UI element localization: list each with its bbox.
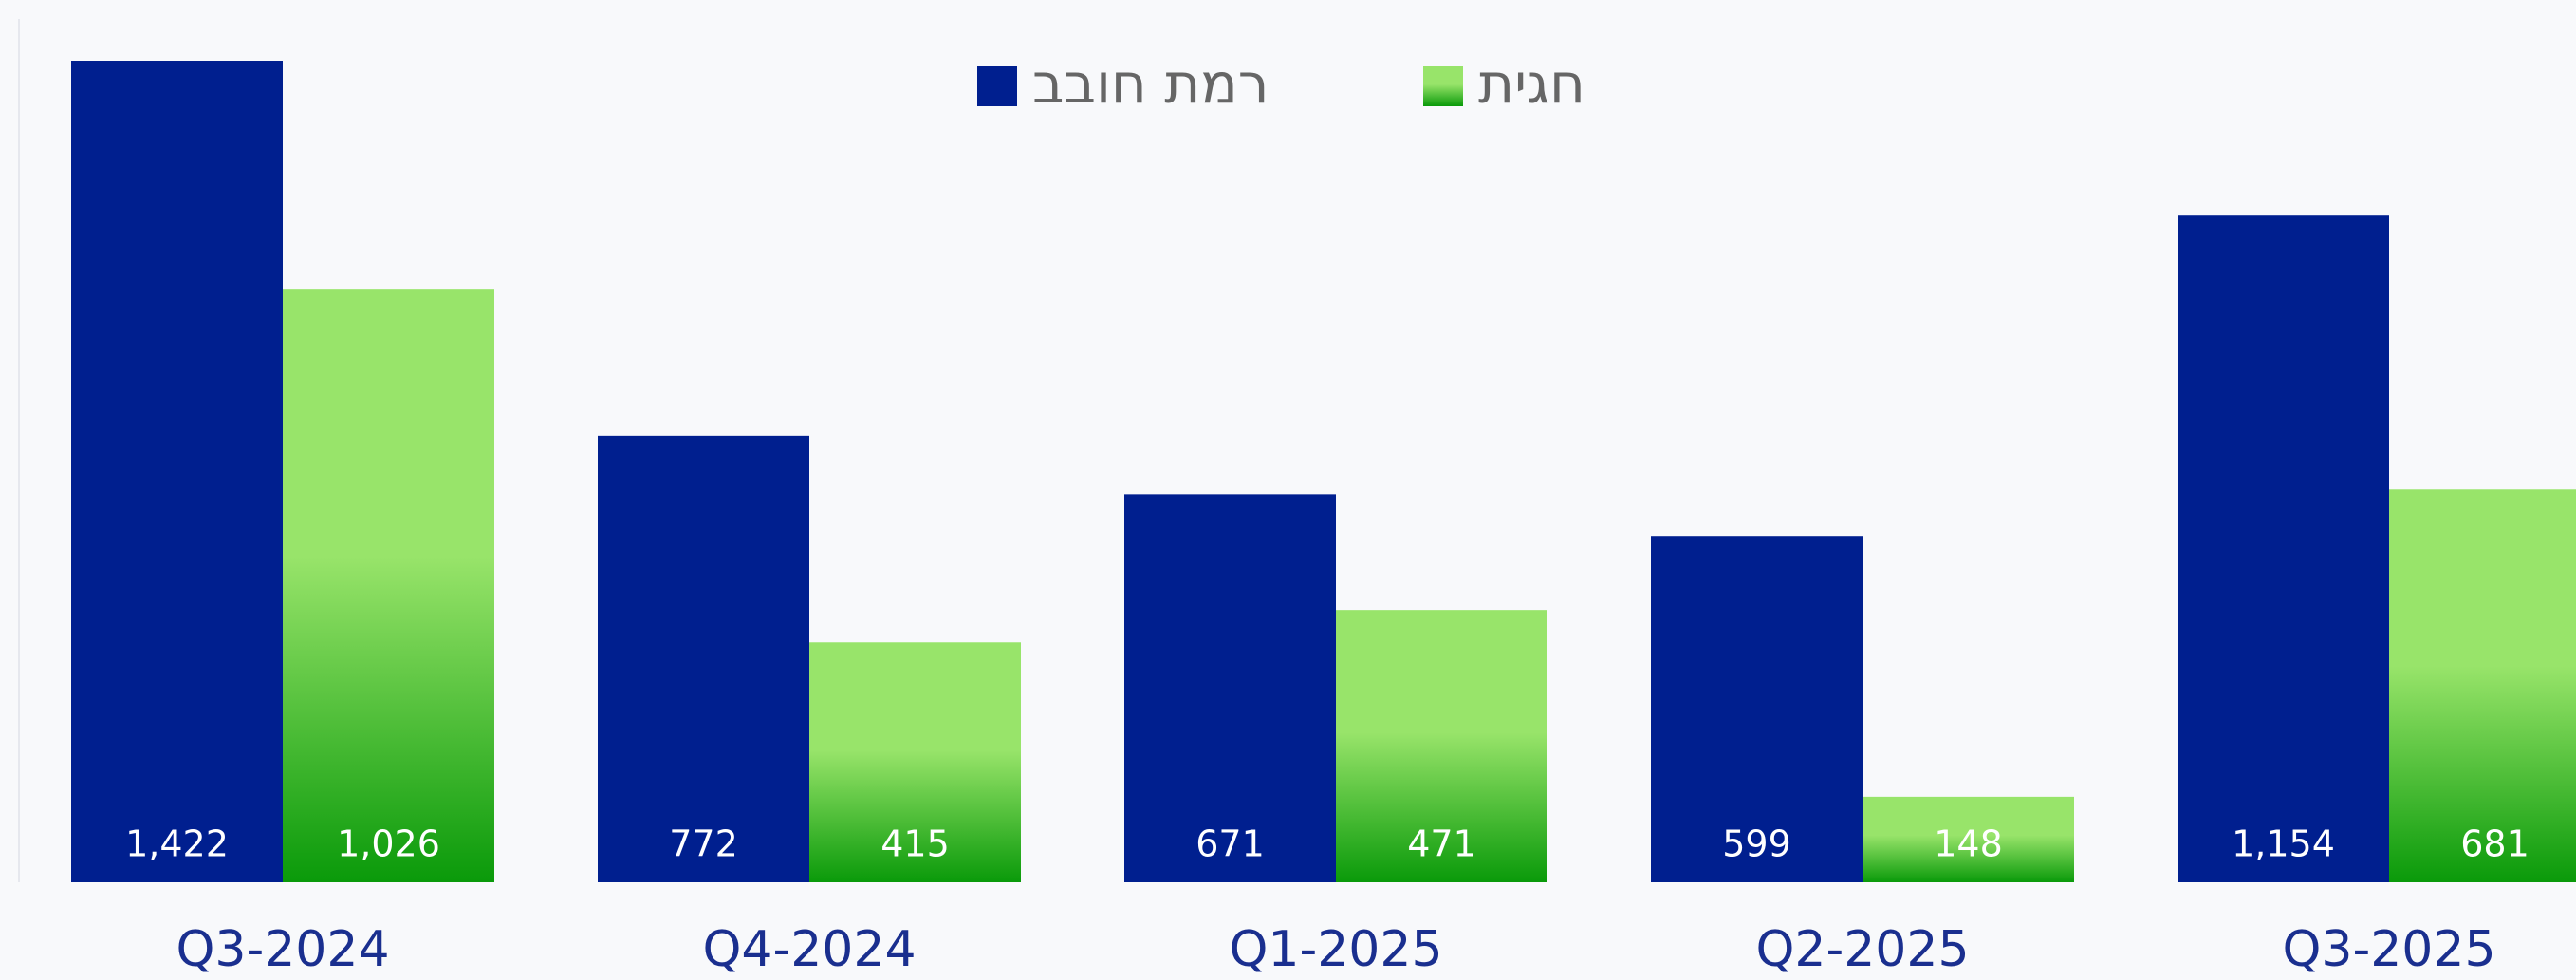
bar: [598, 435, 809, 882]
bar: [71, 61, 283, 882]
value-label: 1,422: [125, 823, 229, 865]
value-label: 599: [1722, 823, 1791, 865]
x-tick-label: Q1-2025: [1229, 921, 1442, 978]
value-label: 1,154: [2232, 823, 2335, 865]
bar: [283, 289, 494, 882]
legend-swatch: [1423, 66, 1463, 106]
bar: [1124, 494, 1336, 882]
value-label: 1,026: [337, 823, 440, 865]
plot: Q3-2024 1,422 1,026 Q4-2024 772 415 Q1-2025 671…: [71, 61, 2576, 978]
x-tick-label: Q2-2025: [1755, 921, 1969, 978]
value-label: 681: [2460, 823, 2530, 865]
bar: [2389, 489, 2576, 882]
value-label: 671: [1195, 823, 1265, 865]
legend-label: חגית: [1478, 51, 1585, 116]
legend-label: רמת חובב: [1032, 51, 1269, 116]
bar: [809, 642, 1021, 882]
bar: [1651, 536, 1863, 882]
value-label: 471: [1407, 823, 1476, 865]
x-tick-label: Q3-2025: [2282, 921, 2495, 978]
x-tick-label: Q4-2024: [702, 921, 916, 978]
bar: [2178, 215, 2389, 882]
value-label: 148: [1934, 823, 2003, 865]
x-tick-label: Q3-2024: [176, 921, 389, 978]
bar: [1863, 796, 2074, 882]
value-label: 772: [669, 823, 738, 865]
bar: [1336, 610, 1547, 882]
value-label: 415: [880, 823, 950, 865]
legend-swatch: [977, 66, 1017, 106]
